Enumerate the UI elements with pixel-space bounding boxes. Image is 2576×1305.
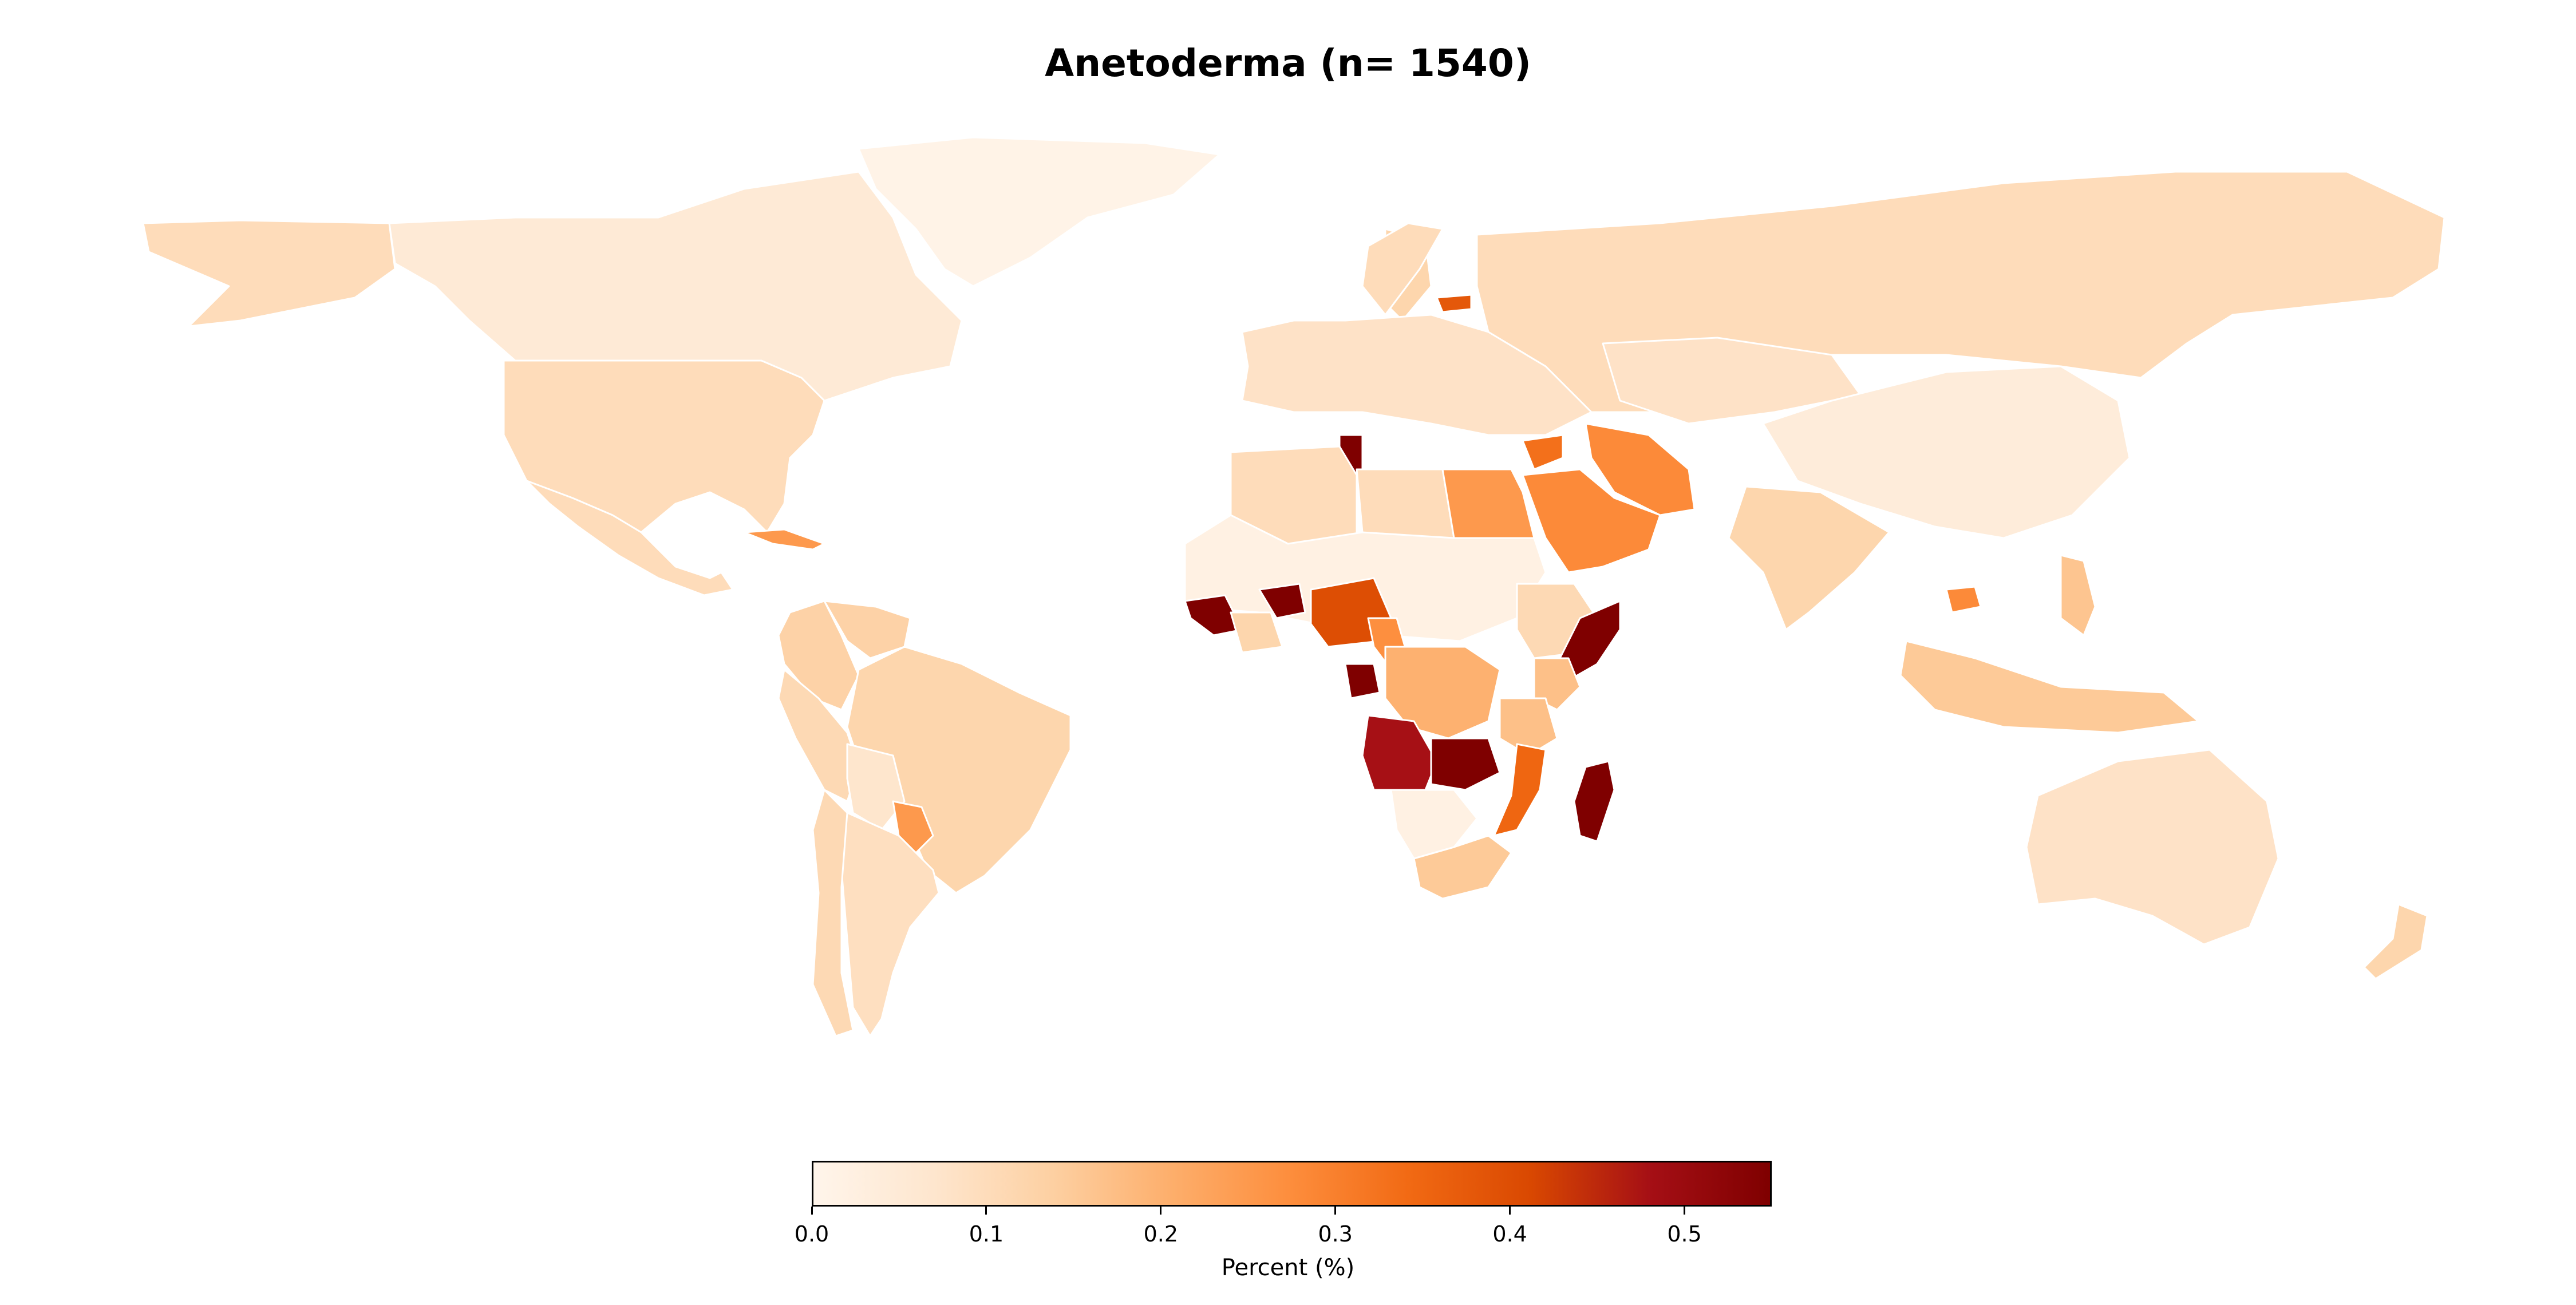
region-zambia xyxy=(1430,737,1501,791)
region-syria xyxy=(1522,434,1564,470)
region-ivory-coast xyxy=(1230,611,1283,654)
colorbar-tick xyxy=(1160,1207,1162,1215)
region-liberia xyxy=(1184,594,1243,636)
region-gabon xyxy=(1344,663,1381,699)
colorbar-tick-label: 0.1 xyxy=(969,1221,1004,1247)
region-south-africa xyxy=(1413,835,1512,900)
region-philippines xyxy=(2060,554,2096,636)
region-china xyxy=(1762,365,2131,539)
colorbar-tick-label: 0.4 xyxy=(1492,1221,1527,1247)
region-ghana xyxy=(1258,583,1306,619)
colorbar-tick-label: 0.2 xyxy=(1143,1221,1179,1247)
region-mozambique xyxy=(1493,743,1547,837)
region-dr-congo xyxy=(1384,646,1501,739)
region-peru xyxy=(777,669,860,802)
colorbar-tick xyxy=(811,1207,813,1215)
colorbar-tick xyxy=(1334,1207,1337,1215)
region-kenya xyxy=(1533,657,1581,711)
colorbar-tick-label: 0.3 xyxy=(1318,1221,1353,1247)
colorbar-tick xyxy=(1684,1207,1686,1215)
colorbar-tick xyxy=(1509,1207,1511,1215)
region-lithuania xyxy=(1436,294,1472,313)
colorbar xyxy=(812,1161,1772,1207)
region-tanzania xyxy=(1499,697,1558,757)
region-cuba xyxy=(743,528,825,551)
region-kazakhstan xyxy=(1602,337,1862,425)
region-saudi-arabia xyxy=(1522,468,1661,574)
colorbar-tick-label: 0.5 xyxy=(1667,1221,1702,1247)
region-argentina xyxy=(840,812,940,1037)
region-canada xyxy=(388,171,963,402)
region-indonesia xyxy=(1899,640,2199,734)
region-alaska xyxy=(142,219,396,327)
map-title: Anetoderma (n= 1540) xyxy=(1045,41,1531,85)
region-chile xyxy=(812,789,854,1037)
region-norway xyxy=(1361,222,1444,316)
region-new-zealand xyxy=(2363,903,2428,980)
colorbar-tick-label: 0.0 xyxy=(794,1221,829,1247)
colorbar-label: Percent (%) xyxy=(1221,1255,1355,1281)
region-egypt xyxy=(1441,468,1535,539)
region-europe xyxy=(1241,314,1593,436)
region-madagascar xyxy=(1573,760,1615,843)
region-greenland xyxy=(858,136,1220,287)
region-australia xyxy=(2025,749,2279,946)
colorbar-ticks: 0.0 0.1 0.2 0.3 0.4 0.5 xyxy=(795,1207,1772,1247)
region-india xyxy=(1728,485,1890,631)
region-cambodia xyxy=(1945,586,1982,614)
region-mexico xyxy=(526,480,734,596)
region-iran xyxy=(1585,422,1696,516)
colorbar-tick xyxy=(985,1207,987,1215)
